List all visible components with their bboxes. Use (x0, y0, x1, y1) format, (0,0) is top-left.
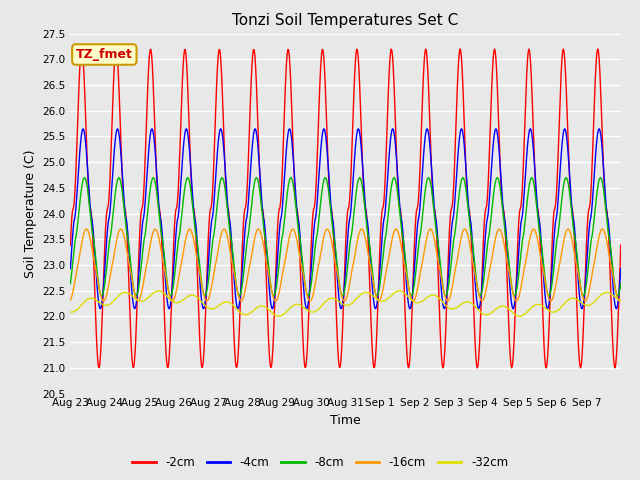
Line: -4cm: -4cm (70, 129, 621, 309)
-4cm (458, 126, 465, 132)
-32cm (260, 304, 268, 310)
-32cm (67, 309, 74, 315)
-8cm (67, 281, 74, 287)
-4cm (67, 266, 74, 272)
-2cm (508, 365, 516, 371)
-16cm (255, 226, 262, 232)
-16cm (404, 279, 412, 285)
X-axis label: Time: Time (330, 414, 361, 427)
-2cm (232, 364, 240, 370)
-4cm (475, 306, 483, 312)
Y-axis label: Soil Temperature (C): Soil Temperature (C) (24, 149, 36, 278)
-4cm (433, 227, 441, 232)
-8cm (435, 244, 442, 250)
-32cm (131, 295, 139, 301)
-32cm (281, 311, 289, 316)
-32cm (617, 298, 625, 304)
-8cm (425, 175, 433, 180)
-2cm (525, 46, 532, 52)
Line: -8cm: -8cm (70, 178, 621, 296)
-32cm (155, 288, 163, 294)
-2cm (403, 338, 410, 344)
-2cm (280, 114, 288, 120)
-8cm (232, 281, 240, 287)
-32cm (434, 294, 442, 300)
-4cm (260, 215, 268, 221)
-16cm (435, 260, 442, 266)
-4cm (232, 299, 240, 305)
-2cm (433, 243, 441, 249)
-32cm (233, 306, 241, 312)
-4cm (617, 266, 625, 272)
-16cm (282, 254, 289, 260)
-2cm (617, 242, 625, 248)
-8cm (260, 222, 268, 228)
-4cm (131, 306, 139, 312)
-16cm (617, 297, 625, 303)
-8cm (131, 291, 139, 297)
-4cm (403, 278, 410, 284)
Line: -2cm: -2cm (70, 49, 621, 368)
-32cm (516, 313, 524, 319)
Line: -16cm: -16cm (70, 229, 621, 301)
-2cm (131, 351, 139, 357)
-8cm (617, 281, 625, 287)
-8cm (403, 264, 410, 270)
-16cm (232, 282, 240, 288)
-4cm (280, 178, 288, 183)
-16cm (131, 292, 139, 298)
-16cm (67, 297, 74, 303)
-2cm (67, 242, 74, 248)
-2cm (260, 212, 268, 217)
Text: TZ_fmet: TZ_fmet (76, 48, 132, 61)
Line: -32cm: -32cm (70, 291, 621, 316)
-8cm (280, 219, 288, 225)
Legend: -2cm, -4cm, -8cm, -16cm, -32cm: -2cm, -4cm, -8cm, -16cm, -32cm (127, 452, 513, 474)
Title: Tonzi Soil Temperatures Set C: Tonzi Soil Temperatures Set C (232, 13, 459, 28)
-8cm (408, 293, 415, 299)
-16cm (261, 251, 269, 256)
-16cm (237, 298, 245, 304)
-32cm (403, 293, 411, 299)
